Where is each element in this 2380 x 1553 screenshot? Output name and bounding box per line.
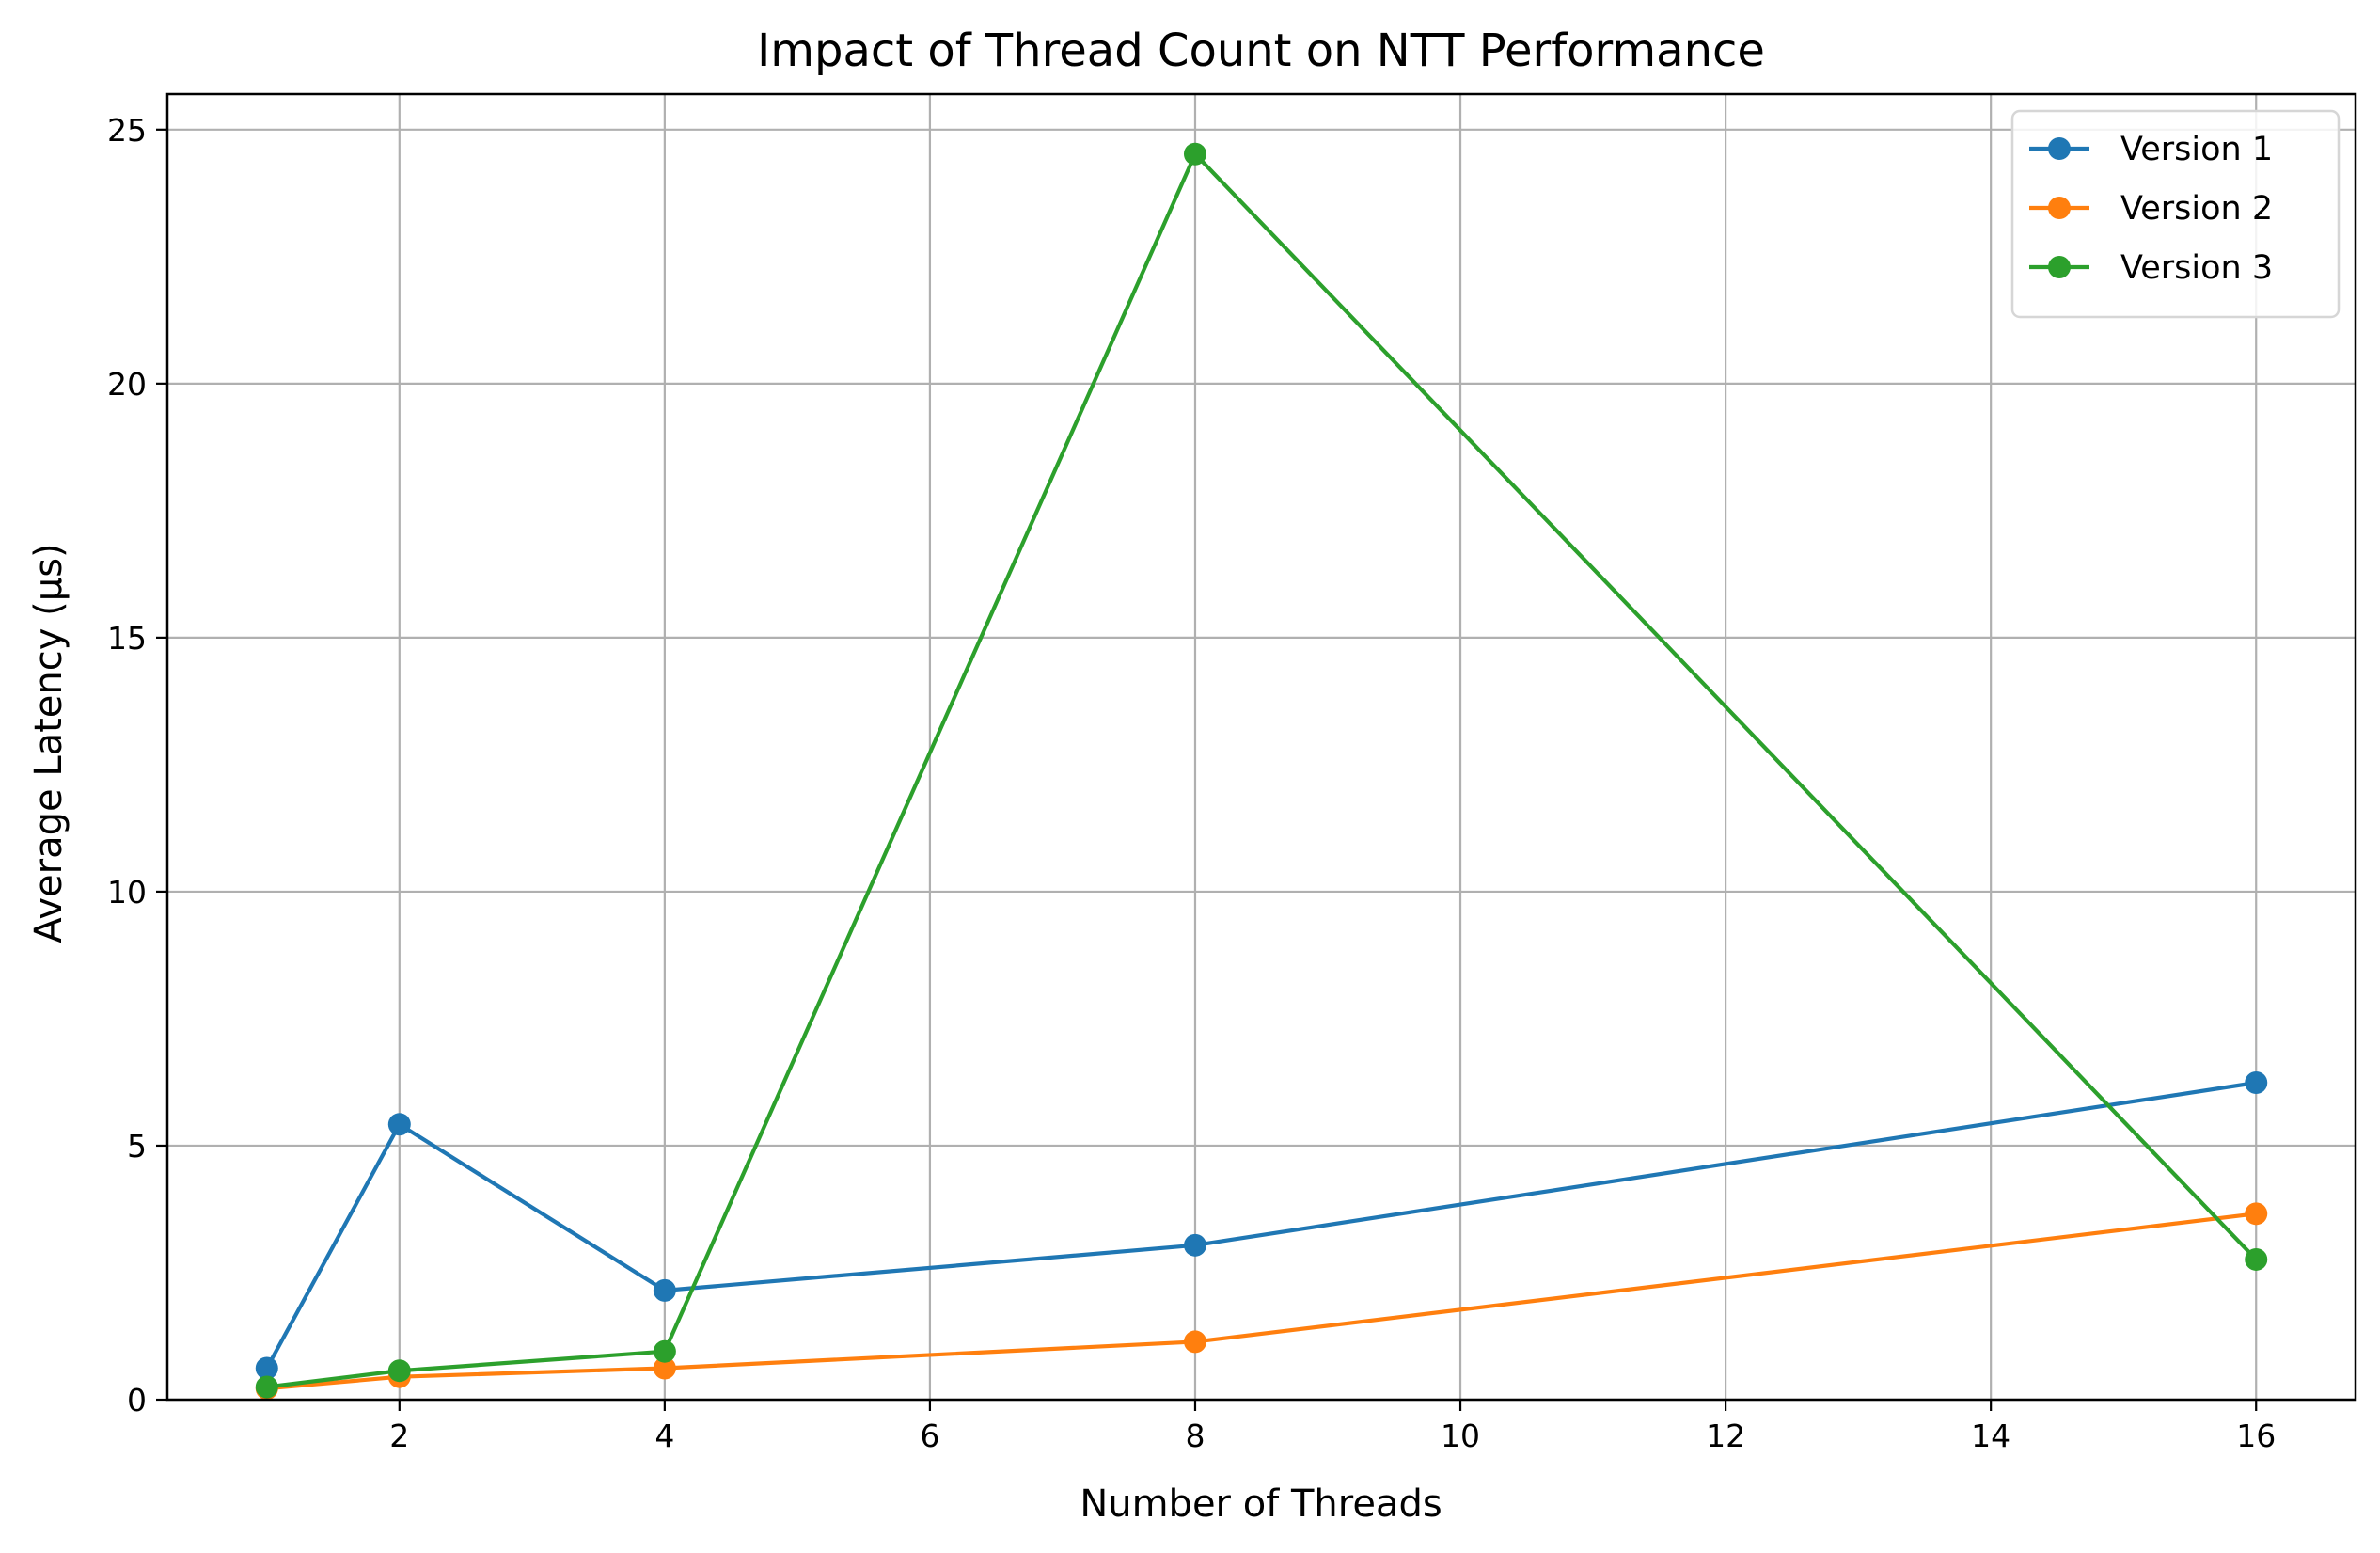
grid-lines (167, 94, 2356, 1402)
series-1 (255, 1070, 2268, 1380)
y-axis-title: Average Latency (µs) (27, 543, 71, 943)
legend-item: Version 1 (2029, 131, 2273, 168)
data-point (2245, 1070, 2268, 1094)
data-point (255, 1375, 278, 1399)
plot-area-frame (165, 92, 2357, 1402)
data-point (653, 1356, 676, 1380)
y-tick-label: 15 (107, 620, 147, 657)
legend-label: Version 3 (2120, 249, 2273, 287)
legend-item: Version 3 (2029, 249, 2273, 287)
legend-label: Version 2 (2120, 190, 2273, 228)
data-point (1183, 1330, 1206, 1354)
y-tick-label: 0 (127, 1382, 147, 1418)
chart-title: Impact of Thread Count on NTT Performanc… (757, 24, 1765, 77)
series-2 (255, 1202, 2268, 1401)
y-tick-label: 20 (107, 366, 147, 403)
data-point (653, 1339, 676, 1363)
legend: Version 1 Version 2 Version 3 (2010, 109, 2341, 319)
legend-label: Version 1 (2120, 131, 2273, 168)
x-tick-label: 12 (1706, 1418, 1745, 1454)
data-point (387, 1359, 411, 1383)
data-point (255, 1356, 278, 1380)
x-tick-label: 4 (654, 1418, 674, 1454)
series-lines (255, 142, 2268, 1401)
data-point (2245, 1202, 2268, 1226)
y-tick-label: 25 (107, 112, 147, 149)
axis-ticks: 2 4 6 8 10 12 14 16 0 5 10 15 20 25 (107, 112, 2276, 1454)
x-axis-title: Number of Threads (1080, 1482, 1442, 1526)
x-tick-label: 2 (389, 1418, 409, 1454)
data-point (387, 1113, 411, 1136)
legend-marker (2048, 256, 2071, 278)
x-tick-label: 10 (1441, 1418, 1480, 1454)
y-tick-label: 5 (127, 1128, 147, 1165)
data-point (2245, 1247, 2268, 1271)
series-line (264, 1080, 2257, 1370)
legend-marker (2048, 197, 2071, 219)
data-point (653, 1278, 676, 1302)
data-point (1183, 142, 1206, 166)
legend-marker (2048, 137, 2071, 160)
y-tick-label: 10 (107, 874, 147, 911)
legend-box (2010, 109, 2341, 319)
x-tick-label: 16 (2236, 1418, 2276, 1454)
x-tick-label: 14 (1971, 1418, 2010, 1454)
series-line (266, 1212, 2257, 1391)
series-line (266, 151, 2258, 1389)
data-point (1183, 1233, 1206, 1257)
series-3 (255, 142, 2268, 1399)
x-tick-label: 6 (920, 1418, 939, 1454)
x-tick-label: 8 (1185, 1418, 1205, 1454)
legend-item: Version 2 (2029, 190, 2273, 228)
